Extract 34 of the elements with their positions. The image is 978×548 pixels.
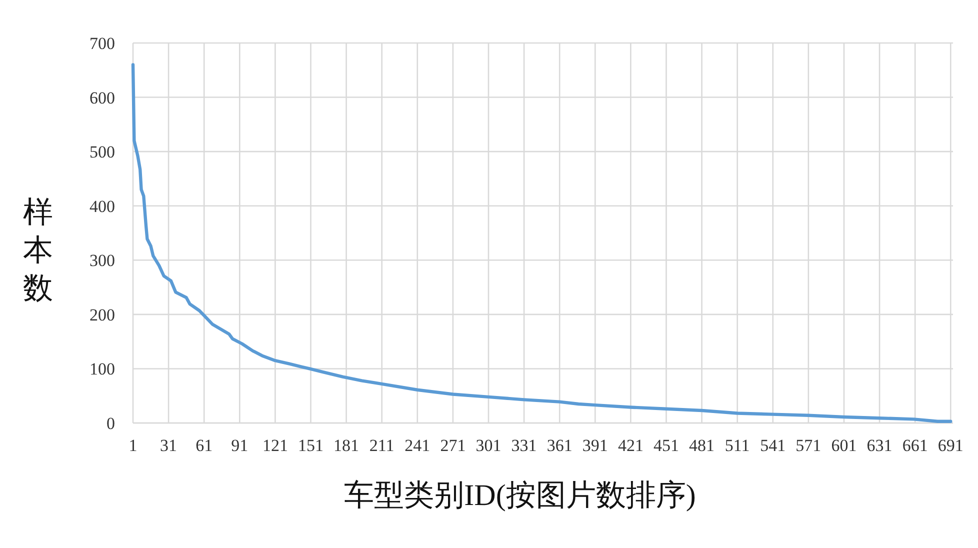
- x-tick-label: 451: [653, 436, 679, 455]
- x-tick-label: 181: [334, 436, 360, 455]
- x-tick-label: 361: [546, 436, 572, 455]
- x-tick-label: 1: [128, 436, 138, 455]
- x-tick-label: 271: [440, 436, 466, 455]
- x-tick-label: 301: [476, 436, 502, 455]
- y-tick-label: 100: [90, 360, 115, 379]
- y-tick-label: 400: [90, 196, 115, 216]
- y-tick-label: 200: [90, 305, 115, 324]
- x-tick-label: 331: [511, 436, 537, 455]
- x-tick-label: 421: [618, 436, 644, 455]
- x-tick-label: 481: [689, 436, 715, 455]
- x-tick-label: 241: [404, 436, 430, 455]
- x-tick-label: 211: [369, 436, 394, 455]
- x-tick-label: 31: [160, 436, 178, 455]
- x-tick-label: 511: [724, 436, 750, 455]
- x-tick-label: 541: [760, 436, 786, 455]
- y-axis-title: 样本数: [23, 196, 53, 305]
- x-tick-label: 121: [262, 436, 288, 455]
- x-tick-label: 661: [902, 436, 928, 455]
- x-axis-title: 车型类别ID(按图片数排序): [344, 479, 696, 512]
- y-tick-label: 500: [90, 142, 115, 162]
- x-tick-label: 601: [831, 436, 857, 455]
- y-tick-label: 700: [90, 34, 115, 53]
- x-tick-label: 691: [938, 436, 964, 455]
- x-tick-label: 391: [582, 436, 608, 455]
- x-tick-label: 151: [298, 436, 324, 455]
- y-tick-label: 0: [106, 414, 115, 433]
- y-tick-label: 300: [90, 251, 115, 270]
- x-tick-label: 91: [231, 436, 248, 455]
- y-tick-label: 600: [90, 88, 115, 108]
- x-tick-label: 61: [196, 436, 213, 455]
- x-tick-label: 631: [866, 436, 892, 455]
- x-tick-label: 571: [796, 436, 822, 455]
